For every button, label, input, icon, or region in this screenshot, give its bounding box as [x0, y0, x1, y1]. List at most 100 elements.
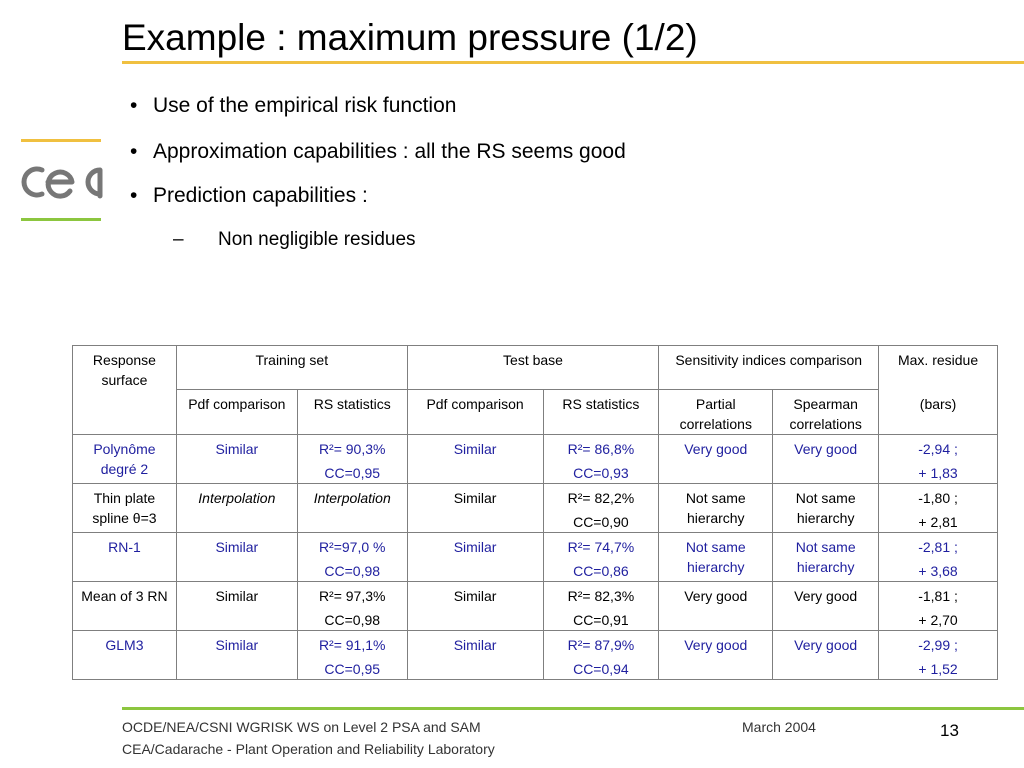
page-number: 13	[940, 721, 959, 740]
cell-rs-name: Thin plate spline θ=3	[72, 483, 177, 533]
header-sensitivity: Sensitivity indices comparison	[658, 345, 880, 390]
cell-r2: R²= 87,9%	[567, 637, 635, 653]
cea-logo-icon	[21, 166, 103, 199]
header-test-base: Test base	[406, 345, 660, 390]
cell-residue: -1,80 ; + 2,81	[878, 483, 998, 533]
bullet-marker: •	[130, 94, 138, 117]
results-table: Response surface Training set Test base …	[72, 345, 998, 680]
header-test-rs: RS statistics	[542, 389, 660, 435]
cell-train-pdf: Interpolation	[175, 483, 298, 533]
header-training-set: Training set	[175, 345, 408, 390]
cell-res-max: + 1,52	[918, 661, 958, 677]
cell-train-pdf: Similar	[175, 532, 298, 582]
cell-train-rs: R²=97,0 % CC=0,98	[296, 532, 408, 582]
table-row: RN-1 Similar R²=97,0 % CC=0,98 Similar R²…	[72, 532, 998, 582]
cell-r2: R²= 97,3%	[318, 588, 386, 604]
title-underline	[122, 61, 1024, 64]
cell-r2: R²=97,0 %	[318, 539, 386, 555]
cell-cc: CC=0,93	[573, 465, 629, 481]
header-bars: (bars)	[878, 389, 998, 435]
cell-test-rs: R²= 86,8% CC=0,93	[542, 434, 660, 484]
cell-cc: CC=0,98	[324, 612, 381, 628]
cell-res-min: -1,81 ;	[918, 588, 958, 604]
cell-res-min: -2,94 ;	[918, 441, 958, 457]
footer-line-1: OCDE/NEA/CSNI WGRISK WS on Level 2 PSA a…	[122, 719, 481, 735]
cell-spearman: Not same hierarchy	[772, 532, 880, 582]
cell-test-rs: R²= 82,2% CC=0,90	[542, 483, 660, 533]
cell-test-pdf: Similar	[406, 434, 544, 484]
cell-res-min: -2,99 ;	[918, 637, 958, 653]
bullet-text: Prediction capabilities :	[153, 184, 368, 207]
bullet-text: Approximation capabilities : all the RS …	[153, 140, 626, 163]
logo-bottom-bar	[21, 218, 101, 221]
cell-test-pdf: Similar	[406, 483, 544, 533]
cell-res-max: + 2,70	[918, 612, 958, 628]
cell-residue: -1,81 ; + 2,70	[878, 581, 998, 631]
table-row: Mean of 3 RN Similar R²= 97,3% CC=0,98 Si…	[72, 581, 998, 631]
header-train-pdf: Pdf comparison	[175, 389, 298, 435]
bullet-marker: •	[130, 140, 138, 163]
cell-residue: -2,94 ; + 1,83	[878, 434, 998, 484]
cell-spearman: Not same hierarchy	[772, 483, 880, 533]
footer-rule	[122, 707, 1024, 710]
table-header-row: Response surface Training set Test base …	[72, 345, 998, 435]
cell-r2: R²= 91,1%	[318, 637, 386, 653]
cell-spearman: Very good	[772, 434, 880, 484]
cell-r2: R²= 74,7%	[567, 539, 635, 555]
sub-bullet-text: Non negligible residues	[218, 229, 416, 250]
cell-partial: Very good	[658, 434, 774, 484]
cell-test-rs: R²= 87,9% CC=0,94	[542, 630, 660, 680]
header-max-residue: Max. residue	[878, 345, 998, 390]
cell-cc: CC=0,90	[573, 514, 629, 530]
cell-test-pdf: Similar	[406, 630, 544, 680]
cell-train-pdf: Similar	[175, 581, 298, 631]
table-row: Thin plate spline θ=3 Interpolation Inte…	[72, 483, 998, 533]
cea-logo	[18, 138, 104, 224]
cell-train-rs: Interpolation	[296, 483, 408, 533]
cell-rs-name: RN-1	[72, 532, 177, 582]
cell-partial: Not same hierarchy	[658, 532, 774, 582]
cell-train-rs: R²= 90,3% CC=0,95	[296, 434, 408, 484]
cell-train-rs: R²= 91,1% CC=0,95	[296, 630, 408, 680]
cell-res-max: + 2,81	[918, 514, 958, 530]
cell-rs-name: Polynôme degré 2	[72, 434, 177, 484]
cell-residue: -2,81 ; + 3,68	[878, 532, 998, 582]
cell-res-min: -2,81 ;	[918, 539, 958, 555]
bullet-text: Use of the empirical risk function	[153, 94, 457, 117]
bullet-marker: •	[130, 184, 138, 207]
cell-res-min: -1,80 ;	[918, 490, 958, 506]
cell-r2: R²= 82,2%	[567, 490, 635, 506]
cell-cc: CC=0,98	[324, 563, 381, 579]
cell-residue: -2,99 ; + 1,52	[878, 630, 998, 680]
cell-rs-name: Mean of 3 RN	[72, 581, 177, 631]
header-train-rs: RS statistics	[296, 389, 408, 435]
cell-train-pdf: Similar	[175, 434, 298, 484]
table-row: Polynôme degré 2 Similar R²= 90,3% CC=0,9…	[72, 434, 998, 484]
cell-res-max: + 1,83	[918, 465, 958, 481]
sub-bullet-marker: –	[173, 229, 184, 250]
cell-test-rs: R²= 82,3% CC=0,91	[542, 581, 660, 631]
table-subheader-row: Pdf comparison RS statistics Pdf compari…	[73, 389, 998, 435]
cell-cc: CC=0,86	[573, 563, 629, 579]
cell-rs-name: GLM3	[72, 630, 177, 680]
cell-train-pdf: Similar	[175, 630, 298, 680]
cell-r2: R²= 90,3%	[318, 441, 386, 457]
logo-top-bar	[21, 139, 101, 142]
cell-res-max: + 3,68	[918, 563, 958, 579]
cell-r2: R²= 86,8%	[567, 441, 635, 457]
cell-test-rs: R²= 74,7% CC=0,86	[542, 532, 660, 582]
cell-cc: CC=0,95	[324, 465, 381, 481]
cell-cc: CC=0,91	[573, 612, 629, 628]
cell-spearman: Very good	[772, 581, 880, 631]
cell-partial: Very good	[658, 630, 774, 680]
cell-spearman: Very good	[772, 630, 880, 680]
cell-test-pdf: Similar	[406, 532, 544, 582]
cell-partial: Very good	[658, 581, 774, 631]
header-partial: Partial correlations	[658, 389, 774, 435]
footer-date: March 2004	[742, 719, 816, 735]
header-test-pdf: Pdf comparison	[406, 389, 544, 435]
header-response-surface: Response surface	[72, 345, 177, 435]
cell-train-rs: R²= 97,3% CC=0,98	[296, 581, 408, 631]
cell-partial: Not same hierarchy	[658, 483, 774, 533]
slide-title: Example : maximum pressure (1/2)	[122, 17, 698, 58]
